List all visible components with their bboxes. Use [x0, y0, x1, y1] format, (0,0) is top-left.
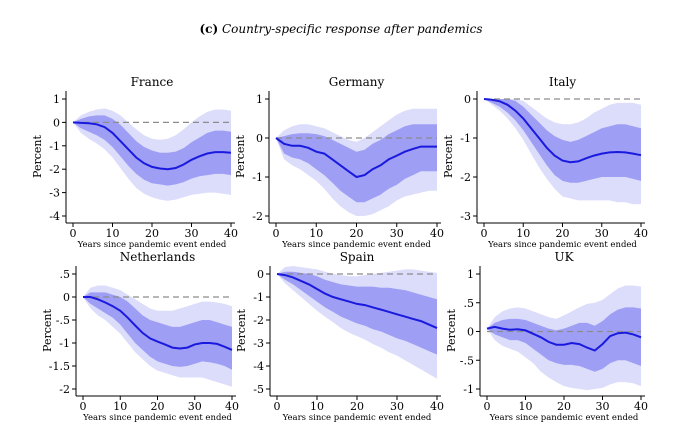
x-tick-label: 40	[634, 400, 648, 413]
confidence-band-inner	[276, 124, 437, 203]
x-tick-label: 10	[113, 400, 127, 413]
y-axis-label: Percent	[445, 308, 458, 351]
x-tick-label: 20	[556, 227, 570, 240]
y-tick-label: -2	[460, 171, 471, 184]
x-axis-label: Years since pandemic event ended	[282, 413, 432, 423]
x-tick-label: 10	[309, 227, 323, 240]
panel-uk: 1 .5 0 -.5 -1 0 10 20 30 40 UK Years since pandemic…	[445, 250, 648, 423]
y-tick-label: 1	[467, 268, 474, 281]
y-tick-label: 0	[53, 116, 60, 129]
figure-title: (c) Country-specific response after pand…	[0, 22, 682, 36]
x-axis-label: Years since pandemic event ended	[281, 240, 431, 250]
figure-title-text: Country-specific response after pandemic…	[221, 22, 483, 36]
estimate-line	[83, 296, 233, 351]
x-tick-label: 30	[185, 227, 199, 240]
y-tick-label: -3	[49, 187, 60, 200]
panel-title: Spain	[340, 250, 375, 264]
estimate-line	[276, 273, 438, 330]
y-tick-label: -.5	[460, 354, 474, 367]
y-tick-label: -2	[253, 314, 264, 327]
x-tick-label: 0	[80, 400, 87, 413]
confidence-band-inner	[487, 307, 641, 372]
confidence-band-inner	[277, 271, 437, 355]
x-tick-label: 20	[557, 400, 571, 413]
panel-title: Netherlands	[120, 250, 196, 264]
y-tick-label: -1	[49, 140, 60, 153]
x-tick-label: 20	[350, 227, 364, 240]
y-tick-label: -4	[253, 360, 264, 373]
figure-label: (c)	[199, 22, 219, 36]
y-tick-label: -1	[253, 291, 264, 304]
x-tick-label: 20	[151, 400, 165, 413]
x-tick-label: 10	[519, 400, 533, 413]
y-tick-label: -2	[59, 383, 70, 396]
y-tick-label: .5	[464, 297, 475, 310]
estimate-line	[275, 137, 437, 179]
y-tick-label: 0	[256, 132, 263, 145]
panel-title: Italy	[549, 75, 577, 89]
x-tick-label: 0	[484, 400, 491, 413]
y-tick-label: 0	[464, 93, 471, 106]
x-tick-label: 40	[634, 227, 648, 240]
x-tick-label: 40	[430, 400, 444, 413]
panel-title: France	[131, 75, 174, 89]
x-tick-label: 30	[595, 227, 609, 240]
y-tick-label: .5	[60, 268, 71, 281]
x-axis-label: Years since pandemic event ended	[487, 240, 637, 250]
y-axis-label: Percent	[31, 134, 44, 177]
y-tick-label: -4	[49, 210, 60, 223]
y-tick-label: -.5	[56, 314, 70, 327]
x-tick-label: 0	[274, 400, 281, 413]
x-tick-label: 40	[224, 227, 238, 240]
y-tick-label: -1	[252, 171, 263, 184]
y-tick-label: -1	[463, 383, 474, 396]
y-tick-label: -5	[253, 383, 264, 396]
x-tick-label: 30	[390, 400, 404, 413]
x-tick-label: 30	[188, 400, 202, 413]
y-axis-label: Percent	[442, 134, 455, 177]
y-tick-label: -1	[59, 337, 70, 350]
y-tick-label: 0	[257, 268, 264, 281]
y-tick-label: 0	[63, 291, 70, 304]
x-tick-label: 0	[273, 227, 280, 240]
x-tick-label: 40	[430, 227, 444, 240]
y-tick-label: -3	[460, 210, 471, 223]
x-tick-label: 40	[225, 400, 239, 413]
x-tick-label: 0	[481, 227, 488, 240]
x-tick-label: 0	[70, 227, 77, 240]
y-axis-label: Percent	[234, 134, 247, 177]
x-tick-label: 10	[310, 400, 324, 413]
estimate-line	[483, 98, 642, 164]
y-axis-label: Percent	[235, 308, 248, 351]
y-tick-label: 0	[467, 326, 474, 339]
y-tick-label: 1	[256, 93, 263, 106]
y-tick-label: -3	[253, 337, 264, 350]
x-axis-label: Years since pandemic event ended	[82, 413, 232, 423]
estimate-line	[72, 121, 232, 171]
y-tick-label: -2	[49, 163, 60, 176]
y-tick-label: -2	[252, 210, 263, 223]
y-axis-label: Percent	[41, 308, 54, 351]
x-tick-label: 10	[106, 227, 120, 240]
x-tick-label: 30	[596, 400, 610, 413]
y-tick-label: 1	[53, 93, 60, 106]
x-tick-label: 10	[516, 227, 530, 240]
y-tick-label: -1	[460, 132, 471, 145]
x-tick-label: 30	[390, 227, 404, 240]
estimate-line	[486, 325, 642, 352]
x-axis-label: Years since pandemic event ended	[489, 413, 639, 423]
x-tick-label: 20	[145, 227, 159, 240]
y-tick-label: -1.5	[49, 360, 70, 373]
panel-spain: 0 -1 -2 -3 -4 -5 0 10 20 30 40 Spain Years since pan…	[235, 250, 444, 423]
panel-netherlands: .5 0 -.5 -1 -1.5 -2 0 10 20 30 40 Netherlands Years …	[41, 250, 239, 423]
panel-title: UK	[554, 250, 574, 264]
panel-italy: 0 -1 -2 -3 0 10 20 30 40 Italy Years since pandemi…	[442, 75, 648, 250]
x-tick-label: 20	[350, 400, 364, 413]
panel-title: Germany	[329, 75, 385, 89]
x-axis-label: Years since pandemic event ended	[77, 240, 227, 250]
